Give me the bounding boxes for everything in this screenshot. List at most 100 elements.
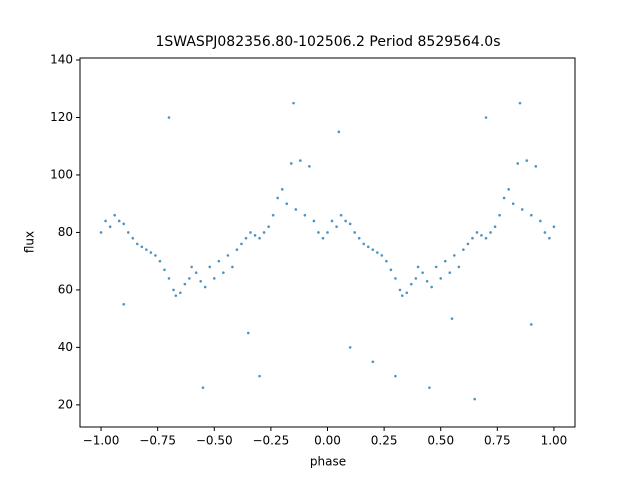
point [502,196,506,200]
point [405,291,409,295]
point [493,225,497,228]
point [183,282,187,286]
point [430,285,433,289]
point [434,265,438,269]
y-tick-label: 40 [58,340,73,354]
point [398,288,402,292]
point [489,231,492,234]
point [362,242,366,246]
point [299,159,302,162]
point [335,225,338,228]
point [543,231,547,234]
y-tick-label: 60 [58,282,73,296]
point [312,219,316,223]
point [539,219,542,223]
y-tick-label: 80 [58,225,73,239]
point [294,208,298,211]
point [366,245,370,249]
x-tick-label: 0.75 [484,434,511,448]
point [348,346,352,349]
point [289,162,293,165]
point [235,248,239,251]
point [226,254,230,257]
point [140,245,144,249]
y-tick-label: 100 [50,167,73,181]
point [337,130,341,134]
point [425,279,429,283]
point [529,213,533,217]
point [126,231,130,234]
point [511,202,515,206]
x-tick-label: 0.00 [314,434,341,448]
point [380,254,384,257]
chart-title: 1SWASPJ082356.80-102506.2 Period 8529564… [155,34,500,50]
point [222,271,225,274]
point [262,231,266,234]
point [448,271,452,274]
point [108,225,112,228]
point [371,248,375,251]
point [122,302,126,306]
point [484,236,488,240]
point [400,294,404,297]
point [212,277,216,280]
y-tick-label: 120 [50,110,73,124]
point [339,213,343,217]
y-axis-label: flux [23,231,37,253]
point [201,386,205,389]
x-axis-label: phase [310,455,346,469]
point [199,279,202,283]
point [131,236,135,240]
point [450,317,454,320]
point [246,331,250,335]
point [317,231,320,234]
point [534,165,538,168]
point [285,202,289,206]
point [179,291,182,295]
point [308,165,311,168]
point [240,242,243,246]
point [414,277,418,280]
x-tick-label: −0.50 [196,434,233,448]
point [99,231,103,234]
point [471,236,474,240]
point [145,248,148,251]
point [113,213,116,217]
point [258,374,261,378]
point [154,254,157,257]
point [421,271,424,274]
point [552,225,556,228]
point [122,222,126,226]
point [371,360,375,364]
point [271,213,275,217]
point [376,251,379,254]
point [357,236,361,240]
point [280,188,284,191]
plot-frame [79,57,576,428]
x-tick-label: −0.25 [252,434,289,448]
point [292,101,295,105]
point [480,234,483,237]
point [507,188,510,191]
point [172,288,175,292]
x-tick-label: −1.00 [83,434,120,448]
point [188,277,191,280]
point [194,271,198,274]
point [428,386,431,389]
x-tick-label: 1.00 [541,434,568,448]
point [518,101,522,105]
point [439,277,443,280]
point [117,219,121,223]
x-tick-label: −0.75 [139,434,176,448]
point [244,236,248,240]
point [394,277,397,280]
point [135,242,139,246]
point [453,254,456,257]
point [149,251,153,254]
point [303,213,307,217]
point [473,397,476,401]
point [462,248,465,251]
point [163,268,166,272]
